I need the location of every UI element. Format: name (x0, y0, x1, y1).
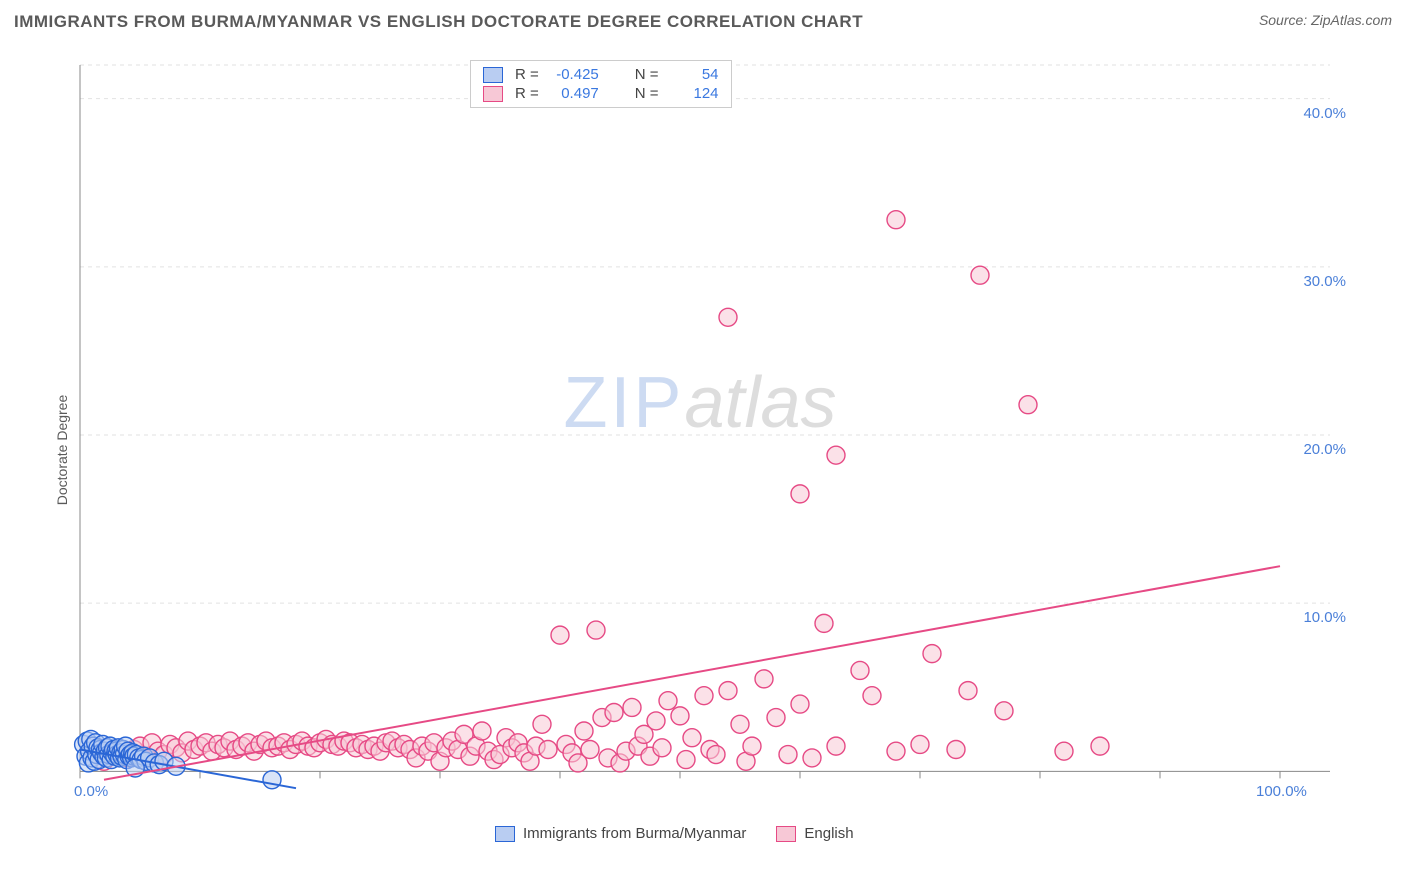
legend-swatch (776, 826, 796, 842)
data-point (743, 737, 761, 755)
data-point (647, 712, 665, 730)
data-point (1019, 396, 1037, 414)
data-point (995, 702, 1013, 720)
legend-swatch (495, 826, 515, 842)
y-tick-label: 10.0% (1303, 609, 1346, 626)
y-tick-label: 40.0% (1303, 105, 1346, 122)
data-point (851, 661, 869, 679)
legend-label: English (804, 825, 853, 842)
data-point (605, 704, 623, 722)
data-point (803, 749, 821, 767)
N-label: N = (629, 84, 665, 103)
y-tick-label: 30.0% (1303, 273, 1346, 290)
data-point (719, 682, 737, 700)
data-point (779, 746, 797, 764)
data-point (551, 626, 569, 644)
data-point (473, 722, 491, 740)
correlation-stats-box: R = -0.425 N = 54 R = 0.497 N = 124 (470, 60, 732, 108)
data-point (587, 621, 605, 639)
data-point (863, 687, 881, 705)
source-label: Source: ZipAtlas.com (1259, 12, 1392, 28)
data-point (731, 715, 749, 733)
swatch-burma (483, 67, 503, 83)
scatter-chart (50, 55, 1350, 845)
data-point (923, 645, 941, 663)
data-point (827, 446, 845, 464)
data-point (653, 739, 671, 757)
data-point (263, 771, 281, 789)
x-tick-label: 100.0% (1256, 783, 1307, 800)
stat-row-burma: R = -0.425 N = 54 (477, 65, 725, 84)
data-point (887, 742, 905, 760)
data-point (623, 698, 641, 716)
chart-area: Doctorate Degree ZIPatlas R = -0.425 N =… (50, 55, 1350, 845)
legend-label: Immigrants from Burma/Myanmar (523, 825, 746, 842)
data-point (971, 266, 989, 284)
legend-item: English (776, 825, 853, 842)
N-value-english: 124 (665, 84, 725, 103)
data-point (683, 729, 701, 747)
legend-item: Immigrants from Burma/Myanmar (495, 825, 746, 842)
page-title: IMMIGRANTS FROM BURMA/MYANMAR VS ENGLISH… (14, 12, 863, 32)
data-point (539, 741, 557, 759)
data-point (533, 715, 551, 733)
data-point (671, 707, 689, 725)
y-tick-label: 20.0% (1303, 441, 1346, 458)
N-value-burma: 54 (665, 65, 725, 84)
header: IMMIGRANTS FROM BURMA/MYANMAR VS ENGLISH… (14, 12, 1392, 32)
data-point (695, 687, 713, 705)
data-point (947, 741, 965, 759)
data-point (659, 692, 677, 710)
data-point (1055, 742, 1073, 760)
data-point (677, 751, 695, 769)
data-point (1091, 737, 1109, 755)
N-label: N = (629, 65, 665, 84)
data-point (791, 485, 809, 503)
stat-row-english: R = 0.497 N = 124 (477, 84, 725, 103)
R-label: R = (509, 84, 545, 103)
data-point (887, 211, 905, 229)
swatch-english (483, 86, 503, 102)
data-point (791, 695, 809, 713)
x-tick-label: 0.0% (74, 783, 108, 800)
data-point (581, 741, 599, 759)
R-value-english: 0.497 (545, 84, 605, 103)
data-point (827, 737, 845, 755)
data-point (755, 670, 773, 688)
data-point (719, 308, 737, 326)
series-legend: Immigrants from Burma/Myanmar English (495, 825, 854, 842)
data-point (575, 722, 593, 740)
R-value-burma: -0.425 (545, 65, 605, 84)
R-label: R = (509, 65, 545, 84)
data-point (815, 614, 833, 632)
data-point (911, 735, 929, 753)
data-point (959, 682, 977, 700)
data-point (767, 709, 785, 727)
data-point (707, 746, 725, 764)
